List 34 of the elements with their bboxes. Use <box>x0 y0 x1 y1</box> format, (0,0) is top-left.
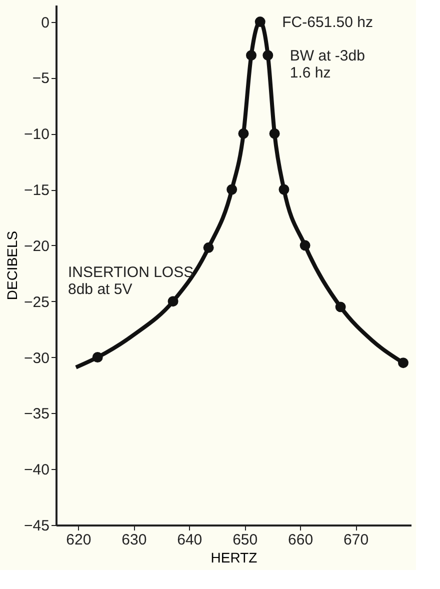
x-tick-label: 650 <box>232 532 258 548</box>
point <box>254 16 266 28</box>
point <box>246 50 256 61</box>
y-tick-label: 0 <box>41 14 50 32</box>
point <box>335 302 346 312</box>
point <box>226 184 238 195</box>
x-axis-title: HERTZ <box>210 550 258 566</box>
point <box>262 50 274 61</box>
point <box>203 242 214 253</box>
y-axis-title: DECIBELS <box>4 230 20 300</box>
y-tick-label: −35 <box>24 406 50 423</box>
annotation: INSERTION LOSS 8db at 5V <box>68 264 194 298</box>
y-tick-label: −30 <box>24 350 50 367</box>
point <box>300 240 310 251</box>
x-tick-label: 660 <box>288 532 314 548</box>
point <box>168 296 178 307</box>
x-tick-label: 630 <box>122 532 147 548</box>
point <box>269 128 280 139</box>
y-tick-label: −25 <box>24 294 50 311</box>
point <box>278 184 290 195</box>
x-tick-label: 620 <box>66 532 92 548</box>
annotation: FC-651.50 hz <box>282 14 374 31</box>
x-tick-label: 640 <box>177 532 202 548</box>
annotation: BW at -3db 1.6 hz <box>290 47 365 82</box>
y-tick-label: −45 <box>24 518 50 534</box>
x-tick-label: 670 <box>344 532 369 548</box>
y-tick-label: −40 <box>24 462 50 479</box>
point <box>92 352 103 362</box>
y-tick-label: −15 <box>24 182 50 200</box>
y-tick-label: −20 <box>24 238 50 255</box>
point <box>238 128 249 139</box>
y-tick-label: −10 <box>24 126 50 144</box>
point <box>398 358 408 368</box>
y-tick-label: −5 <box>32 70 50 88</box>
